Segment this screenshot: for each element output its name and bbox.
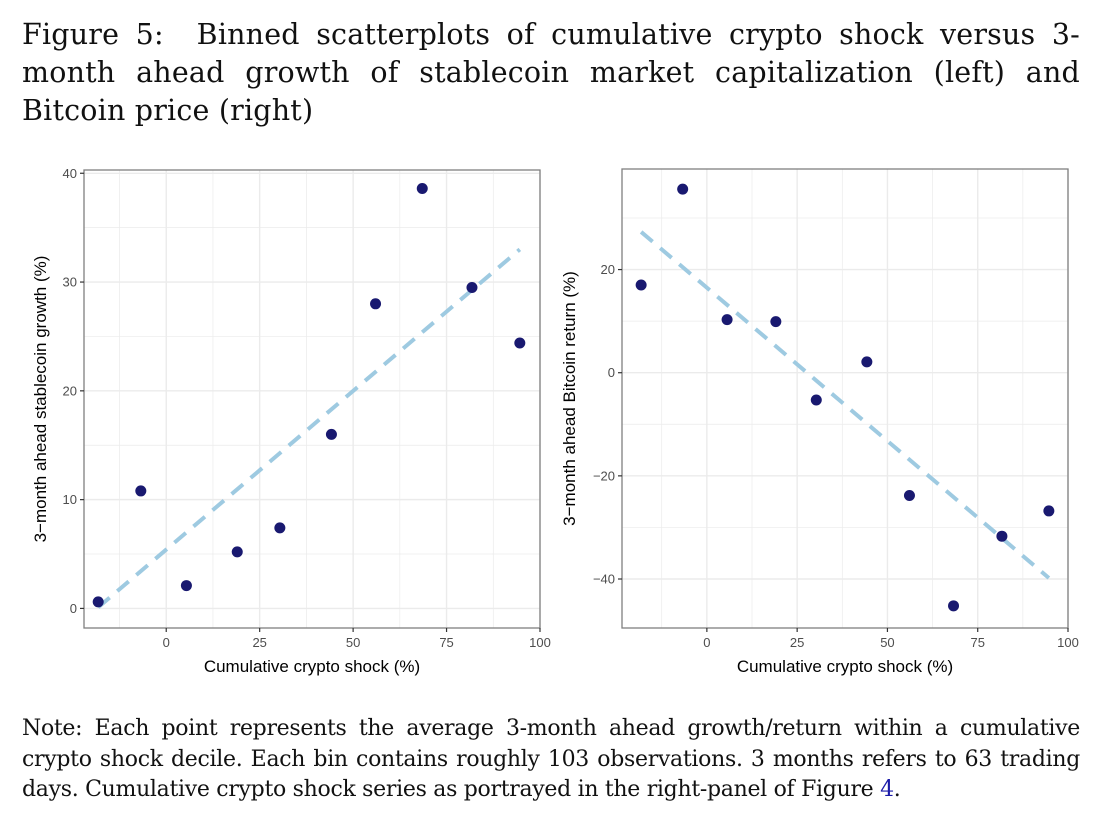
- data-point: [996, 530, 1008, 542]
- y-tick-label: −40: [593, 572, 615, 587]
- y-tick-label: 30: [63, 275, 77, 290]
- data-point: [721, 314, 733, 326]
- figure-note: Note: Each point represents the average …: [22, 714, 1080, 806]
- data-point: [810, 394, 822, 406]
- data-point: [635, 279, 647, 291]
- figure-charts: 0 25 50 75 100 0 10 20 30 40 Cumulative crypto sho…: [31, 166, 1079, 676]
- data-point: [770, 316, 782, 328]
- data-point: [370, 298, 382, 310]
- regression-line-dashed: [639, 230, 1051, 580]
- plot-background: [622, 169, 1068, 628]
- left-panel-stablecoin: 0 25 50 75 100 0 10 20 30 40 Cumulative crypto sho…: [31, 166, 551, 676]
- data-point: [180, 580, 192, 592]
- y-tick-label: 0: [70, 601, 77, 616]
- data-point: [903, 489, 915, 501]
- data-point: [1043, 505, 1055, 517]
- figure-label: Figure 5:: [22, 18, 164, 51]
- y-tick-label: 20: [601, 262, 615, 277]
- x-tick-label: 0: [163, 635, 170, 650]
- y-tick-label: 10: [63, 492, 77, 507]
- data-point: [325, 428, 337, 440]
- data-point: [416, 182, 428, 194]
- note-end: .: [893, 777, 901, 802]
- right-panel-bitcoin: 0 25 50 75 100 −40 −20 0 20 Cumulative crypto sho…: [560, 168, 1079, 676]
- figure-caption-text: Binned scatterplots of cumulative crypto…: [22, 18, 1080, 127]
- data-point: [274, 522, 286, 534]
- data-point: [92, 596, 104, 608]
- y-axis-title: 3−month ahead Bitcoin return (%): [560, 271, 579, 526]
- note-text: Note: Each point represents the average …: [22, 716, 1080, 802]
- data-point: [861, 356, 873, 368]
- figure-caption: Figure 5: Binned scatterplots of cumulat…: [22, 16, 1080, 130]
- y-tick-label: 40: [63, 166, 77, 181]
- data-point: [135, 485, 147, 497]
- data-point: [948, 600, 960, 612]
- x-tick-label: 25: [252, 635, 266, 650]
- y-axis-title: 3−month ahead stablecoin growth (%): [31, 256, 50, 543]
- x-tick-label: 75: [970, 635, 984, 650]
- y-tick-label: 20: [63, 383, 77, 398]
- x-tick-label: 50: [880, 635, 894, 650]
- x-tick-label: 0: [703, 635, 710, 650]
- figure-4-link[interactable]: 4: [880, 777, 894, 802]
- y-tick-label: −20: [593, 468, 615, 483]
- data-point: [466, 281, 478, 293]
- y-tick-label: 0: [608, 365, 615, 380]
- data-point: [514, 337, 526, 349]
- x-axis-title: Cumulative crypto shock (%): [204, 657, 420, 676]
- x-tick-label: 75: [439, 635, 453, 650]
- x-tick-label: 100: [1057, 635, 1079, 650]
- x-tick-label: 50: [346, 635, 360, 650]
- plot-background: [84, 170, 540, 628]
- data-point: [677, 183, 689, 195]
- x-tick-label: 100: [529, 635, 551, 650]
- regression-line-dashed: [96, 247, 522, 609]
- x-axis-title: Cumulative crypto shock (%): [737, 657, 953, 676]
- x-tick-label: 25: [790, 635, 804, 650]
- panel-border: [621, 168, 1069, 629]
- panel-border: [83, 169, 541, 629]
- data-point: [231, 546, 243, 558]
